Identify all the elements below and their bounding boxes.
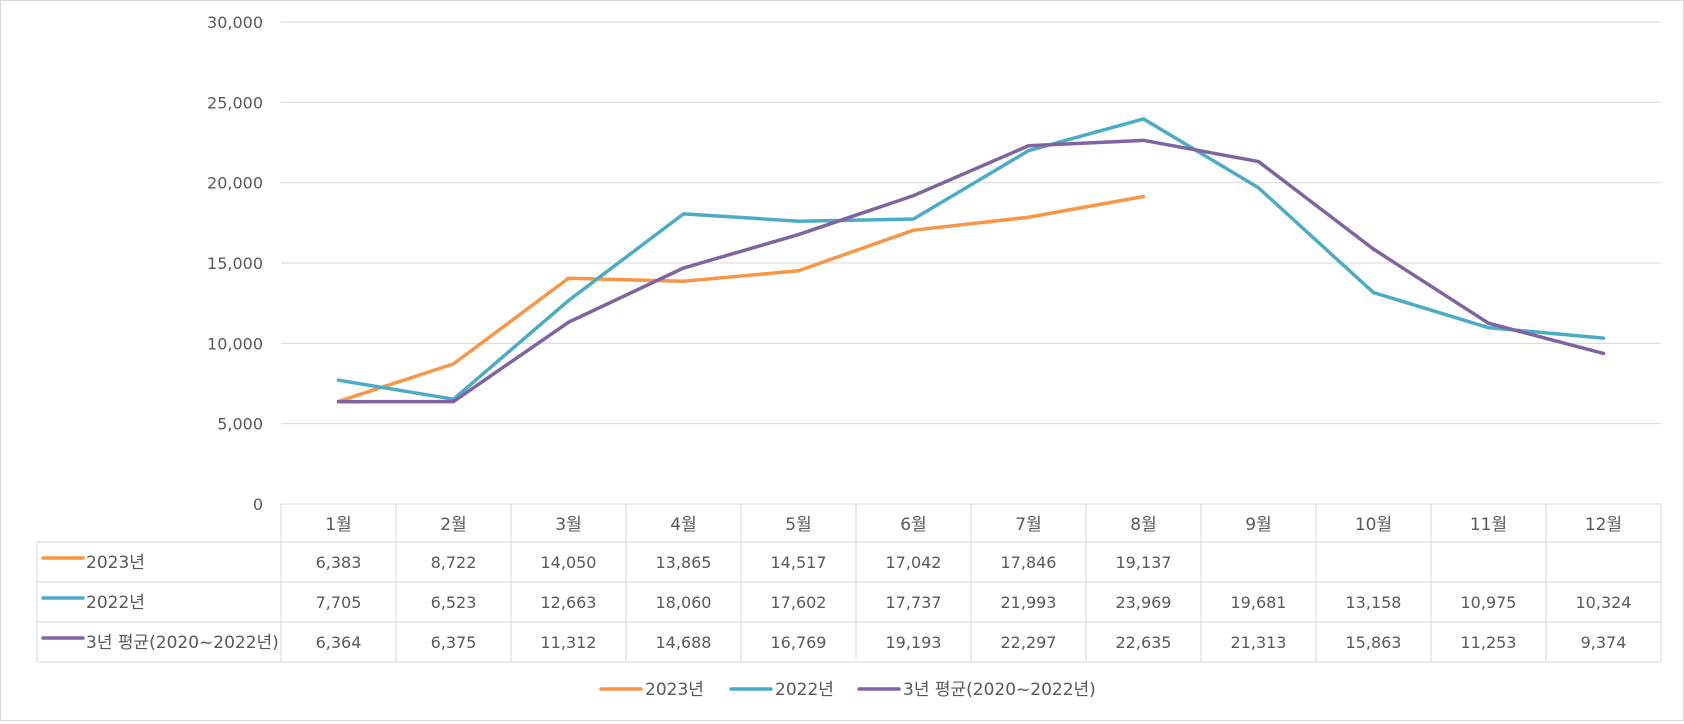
data-point xyxy=(1141,117,1146,121)
data-point xyxy=(1256,159,1261,164)
data-point xyxy=(796,219,801,223)
data-point xyxy=(681,212,686,216)
table-cell-value: 12,663 xyxy=(541,593,597,612)
data-point xyxy=(796,269,801,273)
table-cell-value: 18,060 xyxy=(656,593,712,612)
x-tick-label: 1월 xyxy=(325,515,351,535)
table-cell-value: 22,635 xyxy=(1116,633,1172,652)
table-cell-value: 11,312 xyxy=(541,633,597,652)
table-cell-value: 13,865 xyxy=(656,553,712,572)
gridlines xyxy=(281,21,1661,425)
x-tick-label: 3월 xyxy=(555,515,581,535)
x-tick-label: 12월 xyxy=(1585,515,1622,535)
table-cell-value: 6,523 xyxy=(431,593,477,612)
table-cell-value: 16,769 xyxy=(771,633,827,652)
data-point xyxy=(451,399,456,404)
table-cell-value: 14,517 xyxy=(771,553,827,572)
legend-label: 2022년 xyxy=(775,680,834,700)
data-table: 1월 2월 3월 4월 5월 6월 7월 8월 9월 10월 11월 12월 2023년 6,383 8,7… xyxy=(36,503,1662,663)
y-axis-tick-labels: 30,000 25,000 20,000 15,000 10,000 5,000 0 xyxy=(207,13,263,514)
x-tick-label: 4월 xyxy=(670,515,696,535)
x-tick-label: 5월 xyxy=(785,515,811,535)
data-point xyxy=(566,298,571,303)
data-point xyxy=(681,266,686,270)
y-tick-label: 30,000 xyxy=(207,13,263,32)
y-tick-label: 5,000 xyxy=(217,415,263,434)
data-point xyxy=(566,276,571,280)
table-cell-value: 13,158 xyxy=(1346,593,1402,612)
data-point xyxy=(336,400,341,404)
data-point xyxy=(796,232,801,237)
data-point xyxy=(681,279,686,283)
table-series-name: 2022년 xyxy=(86,593,145,613)
series-line xyxy=(336,138,1606,404)
data-point xyxy=(1026,215,1031,219)
table-cell-value: 19,137 xyxy=(1116,553,1172,572)
table-cell-value: 17,846 xyxy=(1001,553,1057,572)
series-line xyxy=(336,194,1146,404)
x-tick-label: 8월 xyxy=(1130,515,1156,535)
data-point xyxy=(1141,138,1146,142)
x-tick-label: 9월 xyxy=(1245,515,1271,535)
data-point xyxy=(1371,290,1376,295)
data-point xyxy=(451,362,456,366)
data-point xyxy=(1601,336,1606,340)
x-tick-label: 6월 xyxy=(900,515,926,535)
table-cell-value: 19,681 xyxy=(1231,593,1287,612)
table-cell-value: 7,705 xyxy=(316,593,362,612)
legend: 2023년 2022년 3년 평균(2020~2022년) xyxy=(599,680,1096,700)
x-tick-label: 7월 xyxy=(1015,515,1041,535)
series-lines xyxy=(336,117,1606,404)
table-cell-value: 23,969 xyxy=(1116,593,1172,612)
table-cell-value: 21,993 xyxy=(1001,593,1057,612)
series-line xyxy=(336,117,1606,401)
data-point xyxy=(566,320,571,324)
table-cell-value: 8,722 xyxy=(431,553,477,572)
x-tick-label: 11월 xyxy=(1470,515,1507,535)
table-cell-value: 15,863 xyxy=(1346,633,1402,652)
table-cell-value: 10,975 xyxy=(1461,593,1517,612)
data-point xyxy=(1141,194,1146,199)
table-cell-value: 10,324 xyxy=(1576,593,1632,612)
legend-label: 3년 평균(2020~2022년) xyxy=(903,680,1096,700)
legend-label: 2023년 xyxy=(645,680,704,700)
x-tick-label: 10월 xyxy=(1355,515,1392,535)
y-tick-label: 25,000 xyxy=(207,93,263,112)
data-point xyxy=(1601,351,1606,355)
table-cell-value: 9,374 xyxy=(1581,633,1627,652)
data-point xyxy=(1026,144,1031,148)
table-cell-value: 17,602 xyxy=(771,593,827,612)
y-tick-label: 20,000 xyxy=(207,174,263,193)
data-point xyxy=(1256,186,1261,190)
table-cell-value: 21,313 xyxy=(1231,633,1287,652)
data-point xyxy=(1371,247,1376,251)
data-point xyxy=(1026,149,1031,153)
data-point xyxy=(336,378,341,382)
table-cell-value: 11,253 xyxy=(1461,633,1517,652)
y-tick-label: 0 xyxy=(253,495,263,514)
x-tick-label: 2월 xyxy=(440,515,466,535)
y-tick-label: 10,000 xyxy=(207,334,263,353)
table-cell-value: 17,042 xyxy=(886,553,942,572)
table-cell-value: 6,383 xyxy=(316,553,362,572)
data-point xyxy=(1486,326,1491,330)
table-series-name: 3년 평균(2020~2022년) xyxy=(86,633,279,653)
table-cell-value: 14,688 xyxy=(656,633,712,652)
data-point xyxy=(911,228,916,232)
table-cell-value: 6,364 xyxy=(316,633,362,652)
data-point xyxy=(1486,321,1491,325)
table-cell-value: 17,737 xyxy=(886,593,942,612)
data-point xyxy=(911,194,916,198)
table-cell-value: 6,375 xyxy=(431,633,477,652)
table-series-name: 2023년 xyxy=(86,553,145,573)
y-tick-label: 15,000 xyxy=(207,254,263,273)
table-cell-value: 22,297 xyxy=(1001,633,1057,652)
data-point xyxy=(911,217,916,221)
table-cell-value: 19,193 xyxy=(886,633,942,652)
table-cell-value: 14,050 xyxy=(541,553,597,572)
